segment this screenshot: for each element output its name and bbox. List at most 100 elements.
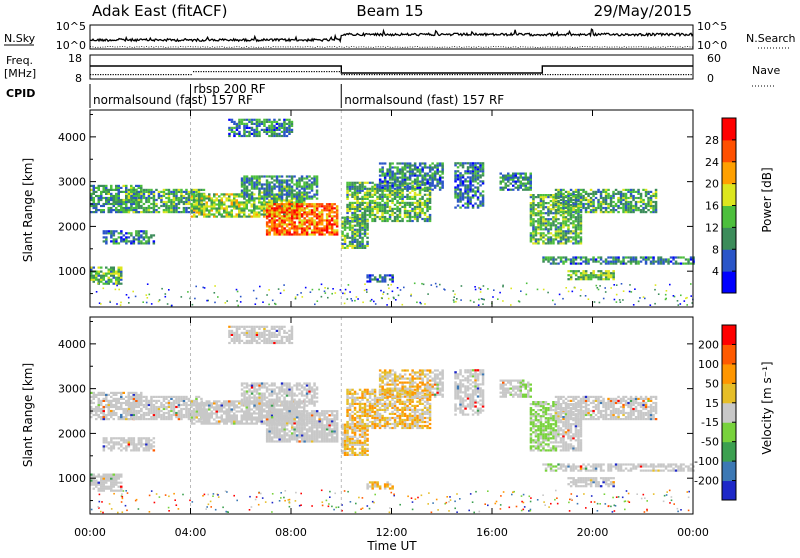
echo-cell: [108, 199, 111, 201]
echo-cell: [562, 263, 565, 265]
echo-cell: [575, 230, 578, 232]
echo-cell: [572, 263, 575, 265]
echo-cell: [369, 276, 372, 278]
echo-cell: [464, 172, 467, 174]
echo-cell: [251, 119, 254, 121]
echo-cell: [298, 223, 301, 225]
echo-cell: [326, 207, 329, 209]
echo-cell: [288, 207, 291, 209]
ytick-label: 1000: [58, 265, 86, 278]
echo-cell: [259, 286, 261, 288]
echo-cell: [145, 201, 148, 203]
echo-cell: [515, 173, 518, 175]
echo-cell: [472, 162, 475, 164]
echo-cell: [110, 195, 113, 197]
echo-cell: [416, 187, 419, 189]
nave-point: [515, 74, 516, 75]
echo-cell: [331, 217, 334, 219]
nave-point: [477, 74, 478, 75]
echo-cell: [351, 186, 354, 188]
echo-cell: [469, 198, 472, 200]
nave-point: [394, 74, 395, 75]
echo-cell: [469, 176, 472, 178]
echo-cell: [364, 182, 367, 184]
echo-cell: [118, 267, 121, 269]
echo-cell: [328, 221, 331, 223]
echo-cell: [421, 181, 424, 183]
echo-cell: [316, 205, 319, 207]
echo-cell: [597, 274, 600, 276]
echo-cell: [371, 214, 374, 216]
echo-cell: [610, 276, 613, 278]
echo-cell: [477, 174, 480, 176]
echo-cell: [379, 208, 382, 210]
echo-cell: [542, 228, 545, 230]
echo-cell: [241, 203, 244, 205]
echo-cell: [477, 196, 480, 198]
echo-cell: [346, 227, 349, 229]
echo-cell: [587, 205, 590, 207]
echo-cell: [183, 201, 186, 203]
echo-cell: [478, 304, 480, 306]
echo-cell: [311, 205, 314, 207]
echo-cell: [283, 217, 286, 219]
echo-cell: [349, 227, 352, 229]
echo-cell: [145, 209, 148, 211]
echo-cell: [105, 441, 108, 443]
echo-cell: [622, 207, 625, 209]
echo-cell: [570, 274, 573, 276]
echo-cell: [602, 261, 605, 263]
echo-cell: [103, 408, 106, 410]
echo-cell: [421, 184, 424, 186]
echo-cell: [542, 204, 545, 206]
echo-cell: [547, 214, 550, 216]
echo-cell: [298, 205, 301, 207]
echo-cell: [354, 241, 357, 243]
echo-cell: [381, 168, 384, 170]
echo-cell: [690, 258, 693, 260]
echo-cell: [288, 186, 291, 188]
echo-cell: [389, 216, 392, 218]
echo-cell: [221, 201, 224, 203]
echo-cell: [228, 135, 231, 137]
echo-cell: [100, 416, 103, 418]
echo-cell: [356, 182, 359, 184]
echo-cell: [610, 272, 613, 274]
echo-cell: [95, 211, 98, 213]
echo-cell: [331, 227, 334, 229]
echo-cell: [138, 187, 141, 189]
echo-cell: [311, 229, 314, 231]
echo-cell: [515, 175, 518, 177]
echo-cell: [133, 445, 136, 447]
echo-cell: [570, 258, 573, 260]
nave-point: [560, 74, 561, 75]
echo-cell: [366, 182, 369, 184]
echo-cell: [288, 217, 291, 219]
echo-cell: [98, 490, 101, 492]
echo-cell: [298, 233, 301, 235]
echo-cell: [381, 185, 384, 187]
echo-cell: [103, 476, 106, 478]
echo-cell: [364, 233, 367, 235]
echo-cell: [231, 209, 234, 211]
echo-cell: [113, 201, 116, 203]
echo-cell: [359, 225, 362, 227]
echo-cell: [507, 177, 510, 179]
echo-cell: [346, 188, 349, 190]
echo-cell: [305, 287, 307, 289]
echo-cell: [268, 225, 271, 227]
echo-cell: [607, 189, 610, 191]
echo-cell: [364, 194, 367, 196]
echo-cell: [258, 119, 261, 121]
echo-cell: [627, 201, 630, 203]
echo-cell: [165, 205, 168, 207]
echo-cell: [387, 284, 389, 286]
echo-cell: [145, 197, 148, 199]
echo-cell: [366, 227, 369, 229]
echo-cell: [251, 183, 254, 185]
echo-cell: [273, 225, 276, 227]
echo-cell: [110, 416, 113, 418]
echo-cell: [333, 219, 336, 221]
echo-cell: [241, 216, 244, 218]
echo-cell: [196, 197, 199, 199]
